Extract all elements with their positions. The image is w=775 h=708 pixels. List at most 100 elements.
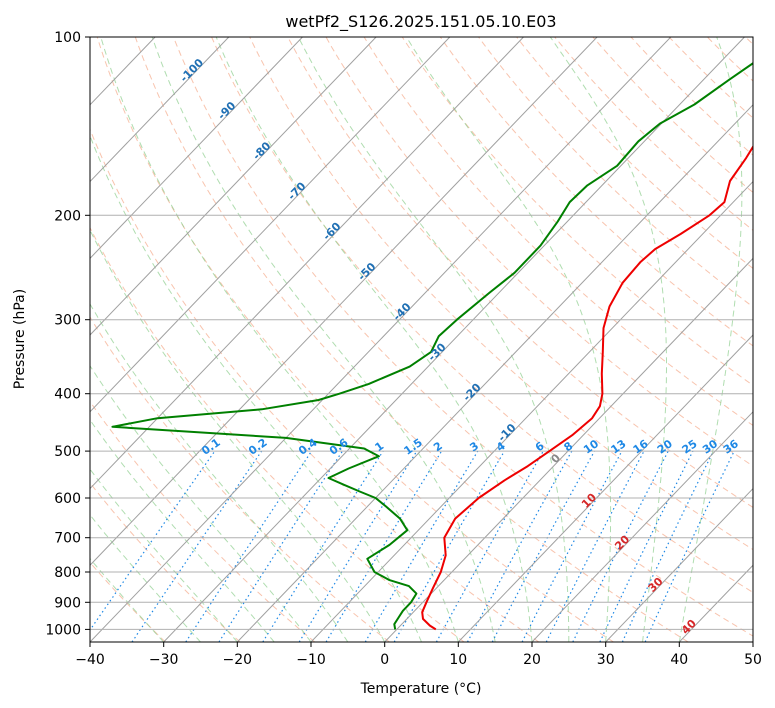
isotherm-line bbox=[90, 37, 524, 490]
dry-adiabat-line bbox=[592, 37, 753, 194]
mixing-ratio-line bbox=[572, 450, 669, 642]
profile-series bbox=[111, 62, 753, 631]
mixing-ratio-line bbox=[491, 450, 596, 642]
mixing-ratio-label: 1.5 bbox=[401, 436, 424, 458]
moist-adiabat-line bbox=[90, 303, 349, 642]
isotherm-label: 10 bbox=[579, 491, 599, 511]
mixing-ratio-label: 10 bbox=[581, 437, 601, 457]
y-axis: 100 200 300 400 500 600 700 800 900 1000 bbox=[45, 30, 90, 638]
dry-adiabat-line bbox=[90, 482, 241, 642]
y-tick-label: 800 bbox=[54, 565, 81, 581]
moist-adiabat-line bbox=[151, 37, 496, 642]
y-tick-label: 300 bbox=[54, 313, 81, 329]
x-axis: −40 −30 −20 −10 0 10 20 30 40 50 bbox=[75, 642, 762, 668]
x-tick-label: 20 bbox=[523, 652, 541, 668]
mixing-ratio-label: 36 bbox=[721, 437, 741, 457]
isotherm-line bbox=[678, 564, 753, 642]
mixing-ratio-line bbox=[545, 450, 645, 642]
mixing-ratio-label: 0.1 bbox=[199, 436, 222, 458]
x-tick-label: 30 bbox=[597, 652, 615, 668]
moist-adiabat-line bbox=[90, 468, 238, 642]
isotherm-line bbox=[457, 334, 753, 642]
y-tick-label: 1000 bbox=[45, 622, 81, 638]
dry-adiabat-line bbox=[90, 128, 540, 642]
mixing-ratio-line bbox=[621, 450, 714, 642]
moist-adiabat-line bbox=[549, 37, 667, 642]
mixing-ratio-line bbox=[599, 450, 694, 642]
isotherm-label: -70 bbox=[285, 179, 308, 202]
isotherm-line bbox=[163, 37, 745, 642]
x-axis-title: Temperature (°C) bbox=[360, 681, 482, 697]
mixing-ratio-line bbox=[298, 450, 418, 642]
x-tick-label: 50 bbox=[744, 652, 762, 668]
mixing-ratio-line bbox=[90, 450, 216, 632]
mixing-ratio-line bbox=[521, 450, 623, 642]
moist-adiabat-line bbox=[215, 37, 533, 642]
moist-adiabat-line bbox=[90, 514, 201, 642]
dry-adiabat-line bbox=[325, 37, 753, 467]
x-tick-label: 0 bbox=[380, 652, 389, 668]
mixing-ratio-label: 30 bbox=[700, 437, 720, 457]
dry-adiabat-line bbox=[363, 37, 753, 427]
moist-adiabat-line bbox=[90, 229, 386, 642]
mixing-ratio-line bbox=[364, 450, 479, 642]
dry-adiabat-line bbox=[211, 37, 753, 593]
mixing-ratio-label: 1 bbox=[373, 439, 387, 454]
isotherm-label: -90 bbox=[215, 99, 238, 122]
moist-adiabat-line bbox=[90, 134, 422, 642]
isotherm-line bbox=[752, 641, 753, 642]
dry-adiabat-line bbox=[401, 37, 753, 386]
dry-adiabat-line bbox=[706, 37, 753, 82]
y-tick-label: 100 bbox=[54, 30, 81, 46]
dry-adiabat-line bbox=[478, 37, 753, 308]
mixing-ratio-line bbox=[644, 450, 735, 642]
mixing-ratio-line bbox=[435, 450, 544, 642]
dry-adiabat-line bbox=[96, 37, 614, 642]
y-tick-label: 500 bbox=[54, 444, 81, 460]
isotherm-line bbox=[0, 37, 8, 642]
temperature-profile bbox=[421, 144, 753, 631]
isotherm-line bbox=[310, 180, 753, 642]
dry-adiabat-line bbox=[630, 37, 753, 156]
dry-adiabat-line bbox=[134, 37, 689, 642]
dry-adiabat-line bbox=[439, 37, 753, 347]
pressure-gridlines bbox=[90, 37, 753, 630]
moist-adiabats bbox=[90, 37, 743, 642]
mixing-ratio-label: 25 bbox=[680, 437, 700, 456]
chart-title: wetPf2_S126.2025.151.05.10.E03 bbox=[285, 12, 556, 32]
mixing-ratio-line bbox=[218, 450, 343, 642]
x-tick-label: −10 bbox=[296, 652, 326, 668]
moist-adiabat-line bbox=[405, 37, 612, 642]
x-tick-label: −30 bbox=[149, 652, 179, 668]
isotherm-line bbox=[236, 104, 753, 642]
x-tick-label: 40 bbox=[670, 652, 688, 668]
isotherm-label: -50 bbox=[355, 260, 378, 283]
mixing-ratio-label: 3 bbox=[467, 439, 481, 454]
isotherm-line bbox=[531, 411, 753, 642]
moist-adiabat-line bbox=[297, 37, 570, 642]
dry-adiabat-line bbox=[516, 37, 753, 269]
reference-labels: 0.1 0.2 0.4 0.6 1 1.5 2 3 4 6 8 10 13 16 20 25 30 36-100-… bbox=[177, 56, 741, 637]
mixing-ratio-line bbox=[262, 450, 384, 642]
dry-adiabat-line bbox=[90, 316, 390, 642]
isotherm-line bbox=[90, 37, 230, 183]
isotherm-label: -60 bbox=[320, 220, 343, 243]
dry-adiabats bbox=[90, 37, 753, 642]
mixing-ratio-label: 20 bbox=[655, 437, 675, 457]
moist-adiabat-line bbox=[100, 37, 459, 642]
mixing-ratio-line bbox=[466, 450, 573, 642]
dry-adiabat-line bbox=[287, 37, 753, 508]
isotherms bbox=[0, 37, 753, 642]
y-tick-label: 600 bbox=[54, 491, 81, 507]
y-tick-label: 400 bbox=[54, 387, 81, 403]
y-tick-label: 200 bbox=[54, 208, 81, 224]
dry-adiabat-line bbox=[90, 226, 465, 642]
mixing-ratio-line bbox=[185, 450, 313, 642]
moist-adiabat-line bbox=[90, 419, 275, 642]
isotherm-line bbox=[384, 257, 753, 642]
isotherm-label: -80 bbox=[250, 139, 273, 162]
dewpoint-profile bbox=[111, 62, 753, 630]
mixing-ratio-label: 0.6 bbox=[327, 436, 351, 458]
x-tick-label: −20 bbox=[223, 652, 253, 668]
